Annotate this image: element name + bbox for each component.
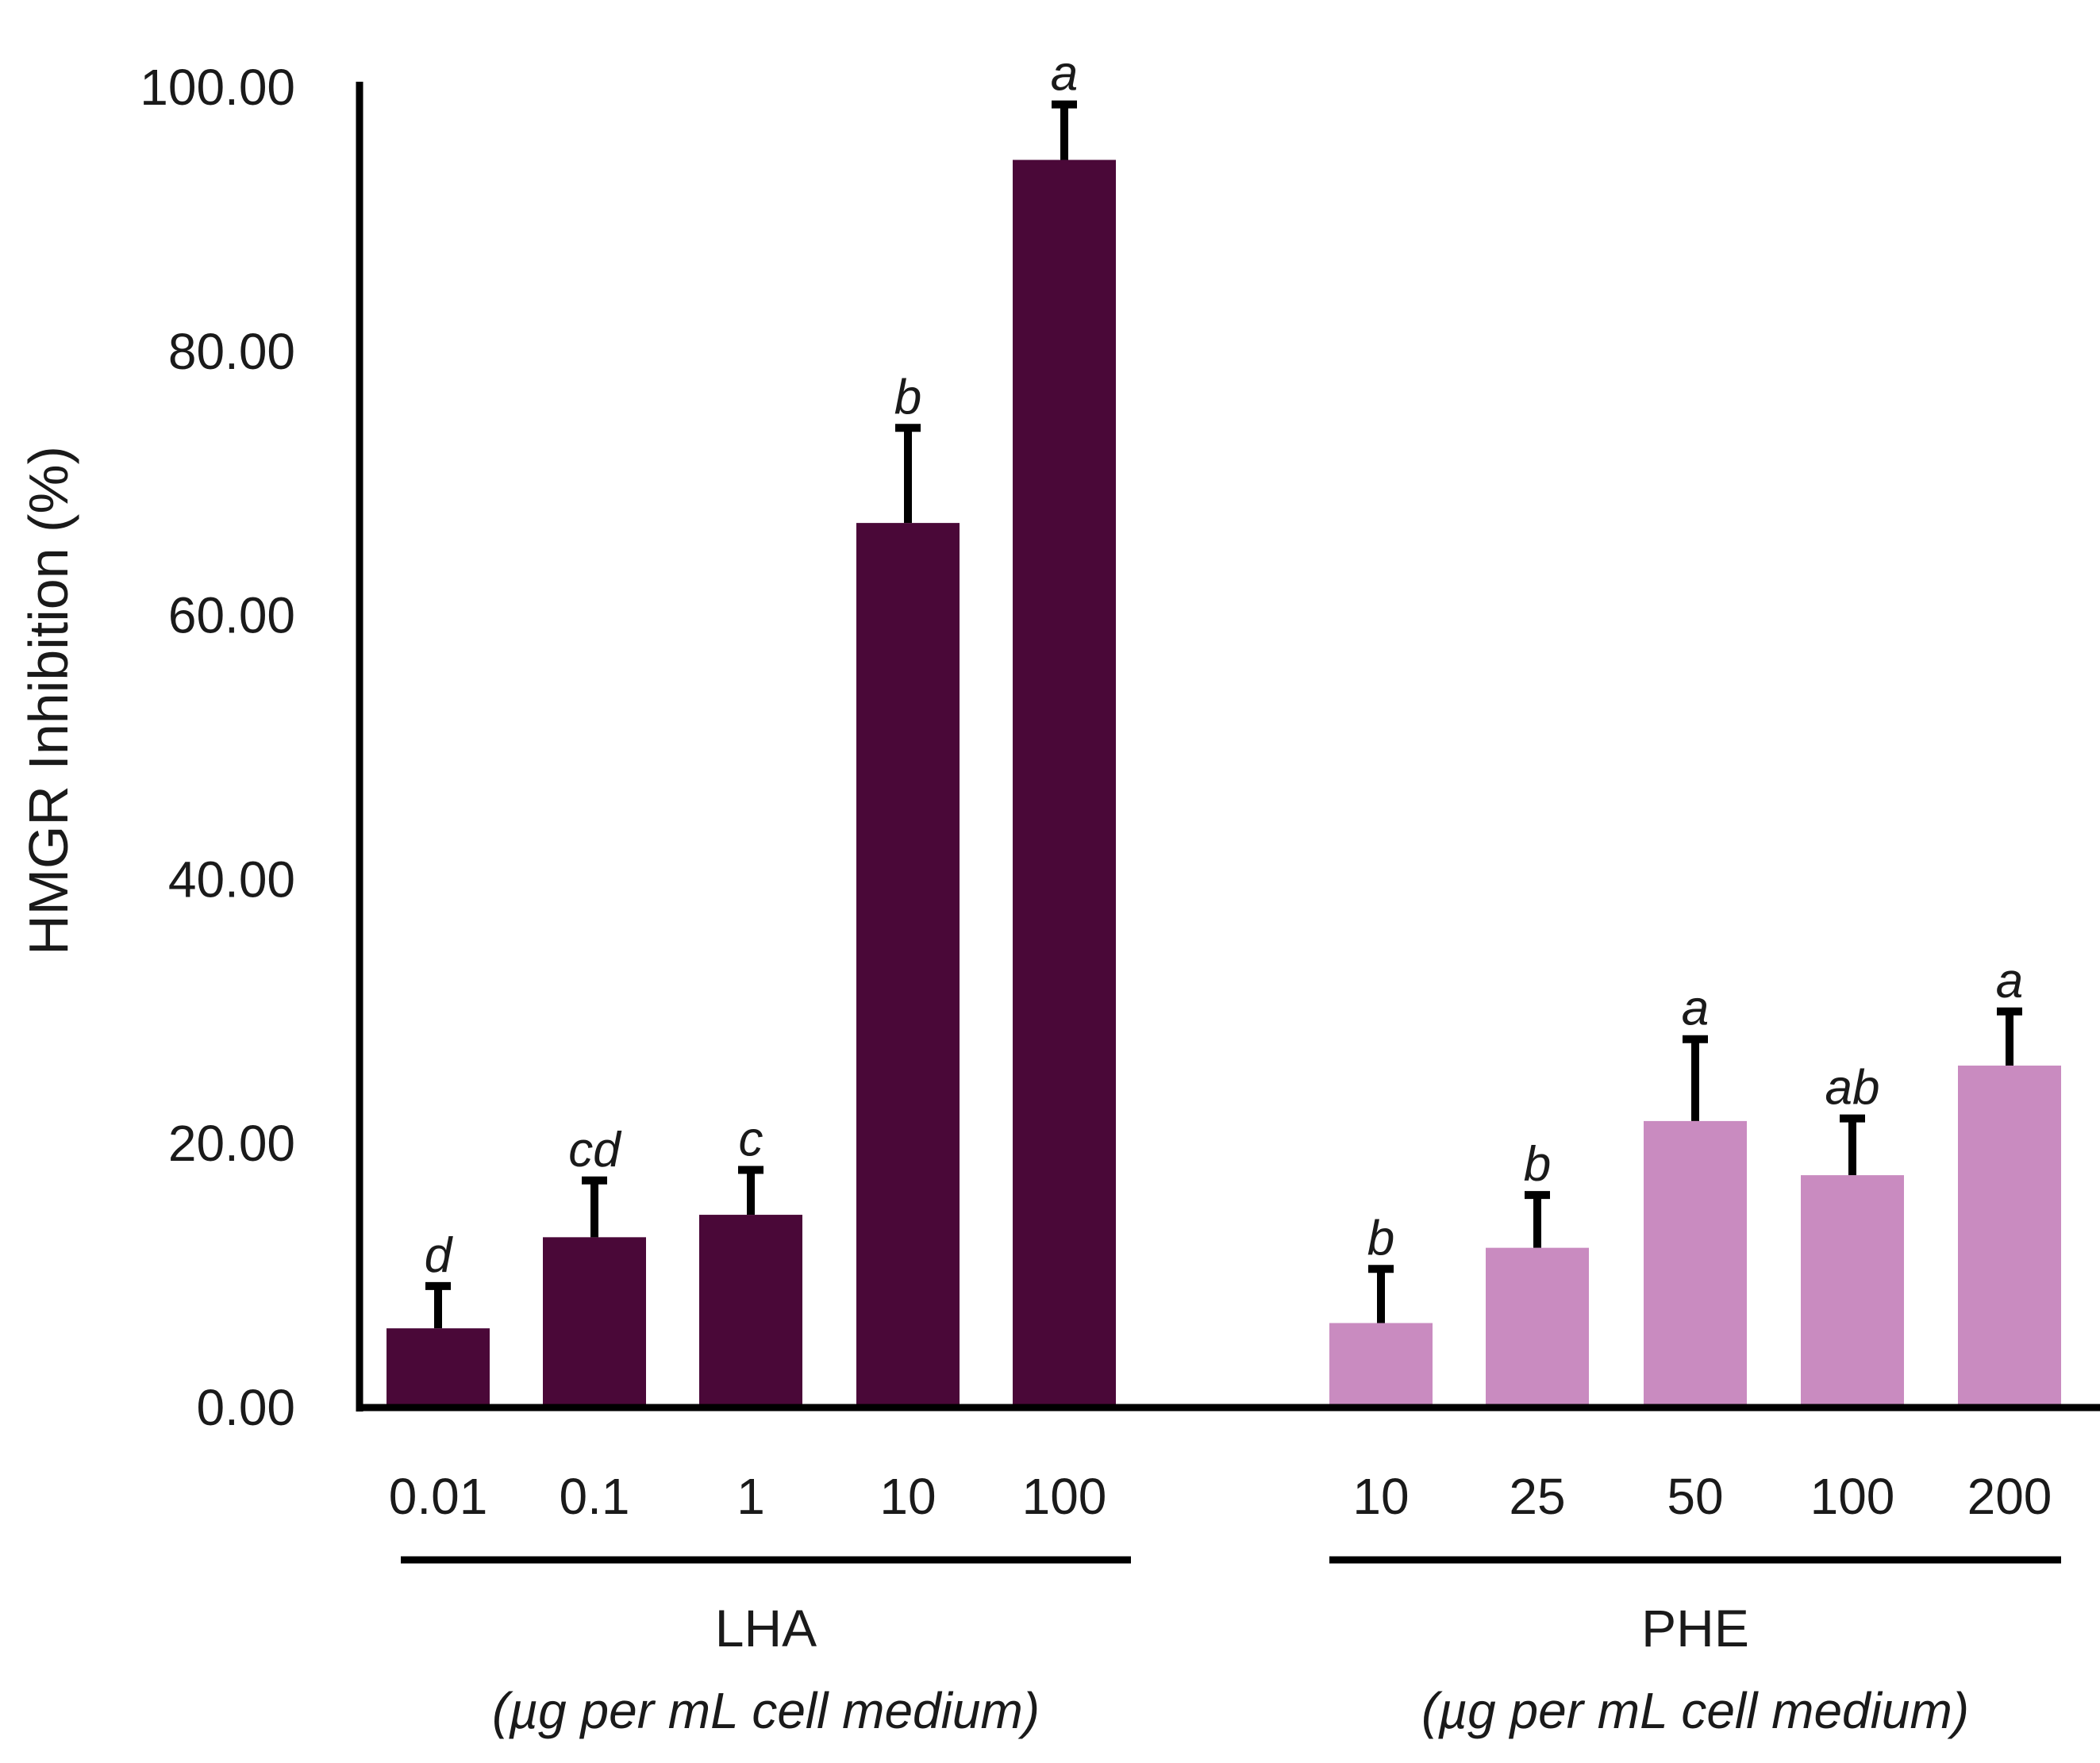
bar-phe-50 xyxy=(1644,1120,1747,1408)
bar-lha-1 xyxy=(699,1215,802,1408)
significance-letter: ab xyxy=(1825,1061,1880,1116)
significance-letter: a xyxy=(1051,47,1078,102)
x-tick-label: 0.01 xyxy=(389,1468,488,1525)
x-tick-label: 1 xyxy=(737,1468,765,1525)
bar-phe-25 xyxy=(1486,1247,1589,1408)
y-axis-title-group: HMGR Inhibition (%) xyxy=(17,446,79,955)
significance-letter: b xyxy=(1367,1211,1394,1266)
y-axis-title: HMGR Inhibition (%) xyxy=(17,446,79,955)
significance-letter: d xyxy=(425,1228,454,1283)
significance-letter: b xyxy=(894,370,921,424)
significance-letter: a xyxy=(1996,954,2023,1008)
group-unit-label: (µg per mL cell medium) xyxy=(492,1682,1040,1739)
x-tick-label: 100 xyxy=(1810,1468,1895,1525)
group-labels: LHA (µg per mL cell medium) PHE (µg per mL … xyxy=(401,1556,2061,1739)
bar-lha-0.01 xyxy=(387,1328,490,1408)
x-tick-label: 200 xyxy=(1967,1468,2052,1525)
x-tick-label: 0.1 xyxy=(560,1468,630,1525)
y-tick-label: 80.00 xyxy=(168,323,295,380)
bar-lha-0.1 xyxy=(543,1237,646,1408)
group-name-label: PHE xyxy=(1641,1599,1749,1657)
y-tick-label: 20.00 xyxy=(168,1115,295,1172)
significance-letter: cd xyxy=(568,1123,622,1177)
error-bars xyxy=(425,100,2022,1329)
group-name-label: LHA xyxy=(715,1599,817,1657)
significance-letter: b xyxy=(1524,1137,1551,1192)
bar-phe-200 xyxy=(1958,1066,2061,1408)
bar-phe-10 xyxy=(1329,1323,1433,1408)
x-tick-label: 50 xyxy=(1667,1468,1723,1525)
y-tick-label: 40.00 xyxy=(168,851,295,908)
x-tick-label: 100 xyxy=(1022,1468,1107,1525)
significance-letter: a xyxy=(1682,981,1709,1036)
significance-letter: c xyxy=(739,1112,763,1166)
y-tick-label: 0.00 xyxy=(196,1379,295,1436)
y-axis-ticks: 0.00 20.00 40.00 60.00 80.00 100.00 xyxy=(140,59,295,1436)
bars xyxy=(387,159,2061,1408)
x-tick-label: 10 xyxy=(879,1468,936,1525)
x-tick-label: 10 xyxy=(1352,1468,1409,1525)
x-tick-label: 25 xyxy=(1509,1468,1565,1525)
y-tick-label: 100.00 xyxy=(140,59,295,116)
bar-phe-100 xyxy=(1801,1175,1904,1408)
bar-lha-10 xyxy=(856,523,960,1408)
y-tick-label: 60.00 xyxy=(168,587,295,644)
bar-lha-100 xyxy=(1013,159,1116,1408)
group-unit-label: (µg per mL cell medium) xyxy=(1421,1682,1969,1739)
category-labels: 0.01 0.1 1 10 100 10 25 50 100 200 xyxy=(389,1468,2052,1525)
